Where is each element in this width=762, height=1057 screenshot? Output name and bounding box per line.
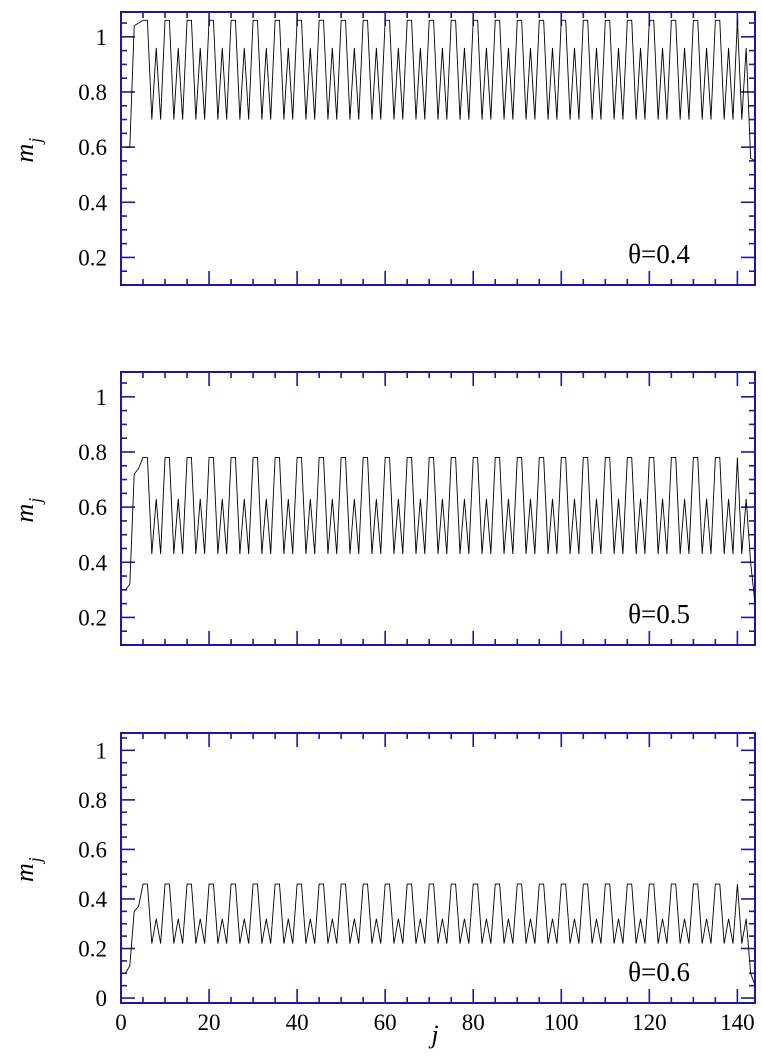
y-tick-label: 0.4 bbox=[78, 190, 107, 215]
y-tick-label: 0.6 bbox=[78, 495, 107, 520]
x-tick-label: 0 bbox=[115, 1010, 127, 1035]
x-tick-label: 120 bbox=[632, 1010, 667, 1035]
y-tick-label: 0.8 bbox=[78, 440, 107, 465]
theta-annotation: θ=0.6 bbox=[628, 957, 690, 987]
y-tick-label: 0.2 bbox=[78, 605, 107, 630]
theta-annotation: θ=0.5 bbox=[628, 599, 690, 629]
y-tick-label: 0.2 bbox=[78, 937, 107, 962]
y-tick-label: 1 bbox=[96, 738, 108, 763]
y-tick-label: 0.8 bbox=[78, 788, 107, 813]
plot-frame bbox=[120, 11, 756, 286]
y-tick-label: 0.4 bbox=[78, 550, 107, 575]
y-tick-label: 0.8 bbox=[78, 80, 107, 105]
y-axis-label: mj bbox=[10, 857, 45, 882]
x-axis-label: j bbox=[428, 1020, 438, 1049]
y-axis-label: mj bbox=[10, 498, 45, 523]
plot-frame bbox=[120, 732, 756, 1004]
y-tick-label: 0.6 bbox=[78, 837, 107, 862]
y-tick-label: 1 bbox=[96, 25, 108, 50]
x-tick-label: 140 bbox=[720, 1010, 755, 1035]
panel-3: 0 0.2 0.4 0.6 0.8 1 0 20 40 60 80 100 120 140 mj j θ=0.6 bbox=[10, 732, 756, 1049]
y-tick-label: 1 bbox=[96, 385, 108, 410]
y-tick-label: 0.6 bbox=[78, 135, 107, 160]
x-tick-label: 80 bbox=[462, 1010, 485, 1035]
series-line bbox=[125, 19, 756, 162]
panel-1: 0.2 0.4 0.6 0.8 1 mj θ=0.4 bbox=[10, 11, 756, 286]
x-tick-label: 40 bbox=[286, 1010, 309, 1035]
plot-frame bbox=[120, 371, 756, 646]
series-line bbox=[125, 883, 756, 986]
y-axis-label: mj bbox=[10, 138, 45, 163]
x-tick-label: 60 bbox=[374, 1010, 397, 1035]
series-line bbox=[125, 457, 756, 604]
theta-annotation: θ=0.4 bbox=[628, 239, 690, 269]
y-tick-label: 0 bbox=[96, 986, 108, 1011]
panel-2: 0.2 0.4 0.6 0.8 1 mj θ=0.5 bbox=[10, 371, 756, 646]
y-tick-label: 0.2 bbox=[78, 245, 107, 270]
x-tick-label: 100 bbox=[544, 1010, 579, 1035]
x-tick-label: 20 bbox=[198, 1010, 221, 1035]
y-tick-label: 0.4 bbox=[78, 887, 107, 912]
